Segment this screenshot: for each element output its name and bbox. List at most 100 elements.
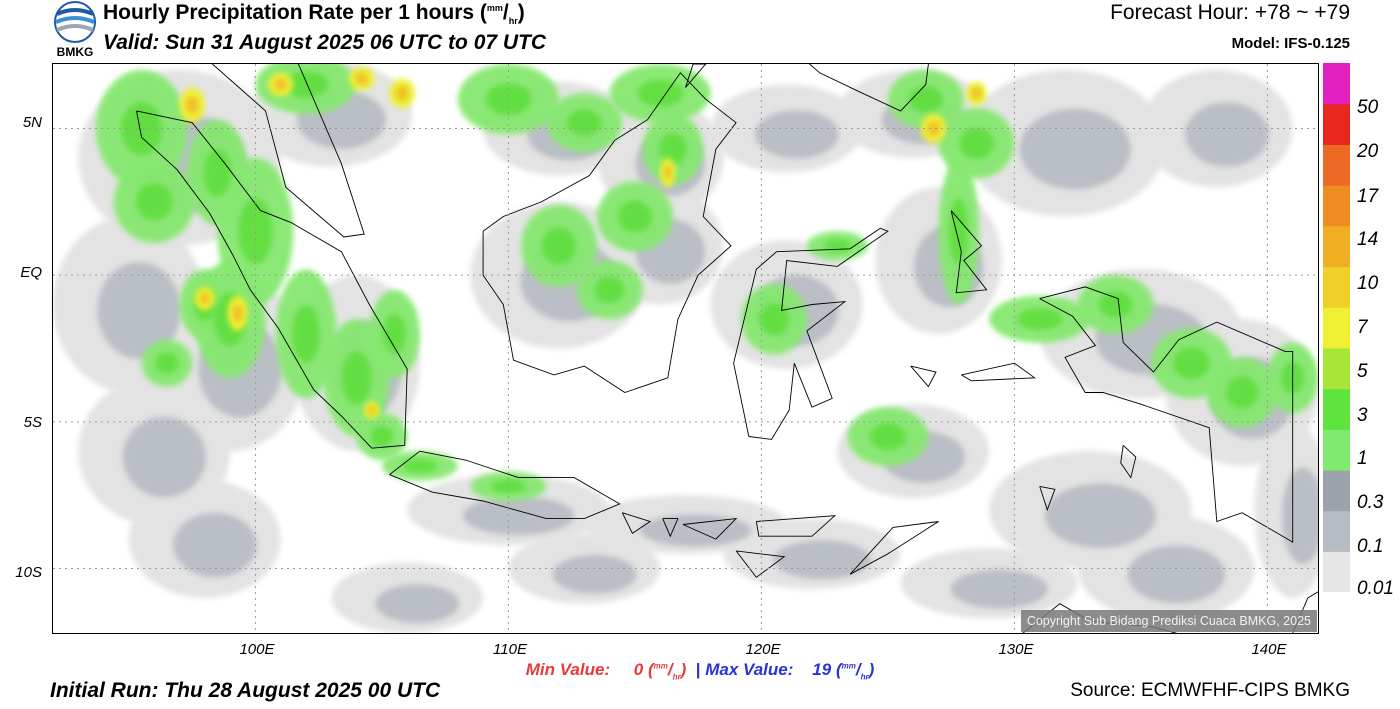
- precip-area: [135, 183, 173, 221]
- precip-area: [959, 127, 994, 160]
- lat-label-5s: 5S: [23, 414, 42, 431]
- coastline: [849, 521, 939, 575]
- coastline: [682, 518, 738, 540]
- colorbar-label: 5: [1357, 361, 1368, 382]
- title-unit-numerator: mm: [486, 3, 503, 13]
- min-max-values: Min Value: 0 (mm/hr) | Max Value: 19 (mm…: [525, 660, 875, 682]
- coastline: [1120, 444, 1137, 479]
- coastline: [961, 362, 1036, 382]
- coastline: [733, 227, 889, 440]
- model-name: Model: IFS-0.125: [1231, 35, 1350, 52]
- precip-area: [462, 496, 575, 536]
- valid-time: Valid: Sun 31 August 2025 06 UTC to 07 U…: [103, 31, 547, 54]
- precip-area: [755, 110, 839, 159]
- colorbar-swatch: [1323, 266, 1350, 308]
- precip-area: [617, 200, 652, 233]
- colorbar-swatch: [1323, 307, 1350, 349]
- precip-area: [485, 83, 532, 116]
- min-unit-numerator: mm: [653, 661, 668, 671]
- precip-area: [1185, 102, 1269, 167]
- graticule: [53, 64, 1318, 633]
- title-unit-denominator: hr: [508, 16, 518, 27]
- coastline: [482, 72, 737, 393]
- coastline: [389, 450, 621, 520]
- precip-area: [341, 351, 372, 405]
- precip-area: [203, 148, 232, 197]
- precip-area: [567, 109, 602, 136]
- precip-area: [155, 352, 179, 374]
- coastline: [755, 515, 837, 537]
- colorbar-swatch: [1323, 103, 1350, 145]
- colorbar-swatch: [1323, 510, 1350, 552]
- precip-area: [370, 425, 394, 448]
- colorbar-swatch: [1323, 551, 1350, 592]
- coastline: [621, 512, 652, 534]
- precip-area: [1019, 108, 1131, 190]
- precip-area: [395, 85, 409, 101]
- forecast-hour: Forecast Hour: +78 ~ +79: [1110, 1, 1350, 24]
- precip-area: [367, 405, 376, 415]
- coastline: [1039, 485, 1056, 512]
- colorbar-label: 50: [1357, 97, 1379, 118]
- lon-label-120e: 120E: [745, 641, 781, 658]
- colorbar-label: 0.3: [1357, 492, 1384, 513]
- precip-area: [232, 304, 243, 323]
- initial-run: Initial Run: Thu 28 August 2025 00 UTC: [50, 679, 441, 702]
- precip-area: [663, 165, 672, 180]
- precip-area: [402, 459, 437, 473]
- precip-area: [927, 121, 940, 136]
- lon-label-100e: 100E: [239, 641, 275, 658]
- coastline: [212, 64, 365, 238]
- colorbar-label: 3: [1357, 405, 1368, 426]
- precip-area: [637, 80, 683, 107]
- precip-area: [823, 239, 851, 253]
- colorbar-label: 0.1: [1357, 536, 1384, 557]
- colorbar-swatch: [1323, 144, 1350, 186]
- minmax-separator: |: [695, 660, 701, 679]
- precip-area: [491, 479, 526, 493]
- colorbar-swatch: [1323, 225, 1350, 268]
- precip-area: [121, 102, 163, 155]
- colorbar-swatch: [1323, 347, 1350, 390]
- colorbar-swatch: [1323, 63, 1350, 105]
- min-value: 0: [633, 660, 644, 679]
- max-label: Max Value:: [705, 660, 794, 679]
- precip-area: [541, 227, 577, 265]
- lat-label-eq: EQ: [20, 264, 42, 281]
- precip-area: [759, 303, 789, 336]
- precip-area: [1226, 376, 1259, 409]
- precip-area: [552, 554, 637, 594]
- colorbar-swatch: [1323, 388, 1350, 430]
- colorbar-label: 20: [1357, 141, 1379, 162]
- colorbar-label: 7: [1357, 317, 1368, 338]
- coastline: [735, 550, 786, 578]
- precip-area: [1098, 291, 1133, 318]
- max-unit-numerator: mm: [841, 661, 856, 671]
- bmkg-logo: BMKG: [50, 0, 100, 59]
- precip-area: [173, 512, 257, 578]
- precip-area: [238, 198, 273, 265]
- map-canvas: [53, 64, 1318, 633]
- precip-area: [1127, 545, 1226, 604]
- precip-area: [383, 314, 406, 354]
- precip-area: [950, 569, 1048, 609]
- precip-area: [199, 292, 210, 305]
- precip-area: [292, 304, 320, 363]
- colorbar-label: 14: [1357, 229, 1379, 250]
- precip-area: [185, 96, 199, 114]
- precip-area: [375, 584, 460, 624]
- colorbar-swatch: [1323, 469, 1350, 512]
- max-value: 19: [812, 660, 832, 679]
- lon-label-110e: 110E: [493, 641, 527, 658]
- precip-area: [355, 72, 368, 85]
- precip-area: [971, 87, 982, 100]
- coastline: [910, 365, 937, 388]
- precip-moderate-layer: [96, 64, 1318, 502]
- coastline: [662, 518, 679, 538]
- title-close: ): [517, 1, 525, 24]
- coastline: [809, 64, 929, 112]
- precipitation-map: Copyright Sub Bidang Prediksi Cuaca BMKG…: [52, 63, 1319, 634]
- coastlines: [136, 64, 1318, 633]
- lon-label-130e: 130E: [998, 641, 1034, 658]
- colorbar: [1323, 63, 1350, 592]
